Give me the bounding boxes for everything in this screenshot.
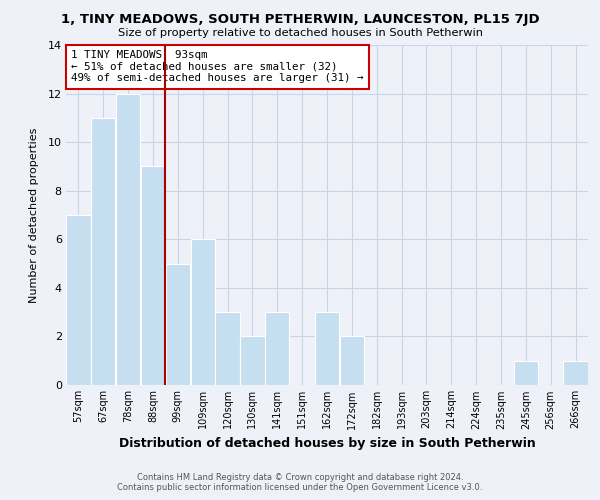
Text: 1 TINY MEADOWS: 93sqm
← 51% of detached houses are smaller (32)
49% of semi-deta: 1 TINY MEADOWS: 93sqm ← 51% of detached … <box>71 50 364 84</box>
Bar <box>340 336 364 385</box>
Bar <box>215 312 240 385</box>
Bar <box>116 94 140 385</box>
Bar <box>514 360 538 385</box>
Bar <box>66 215 91 385</box>
Text: Size of property relative to detached houses in South Petherwin: Size of property relative to detached ho… <box>118 28 482 38</box>
Bar <box>563 360 588 385</box>
Bar <box>141 166 165 385</box>
Bar <box>91 118 115 385</box>
Bar <box>265 312 289 385</box>
Text: Contains HM Land Registry data © Crown copyright and database right 2024.
Contai: Contains HM Land Registry data © Crown c… <box>118 473 482 492</box>
Y-axis label: Number of detached properties: Number of detached properties <box>29 128 40 302</box>
Text: 1, TINY MEADOWS, SOUTH PETHERWIN, LAUNCESTON, PL15 7JD: 1, TINY MEADOWS, SOUTH PETHERWIN, LAUNCE… <box>61 12 539 26</box>
X-axis label: Distribution of detached houses by size in South Petherwin: Distribution of detached houses by size … <box>119 437 535 450</box>
Bar <box>315 312 339 385</box>
Bar <box>191 240 215 385</box>
Bar <box>166 264 190 385</box>
Bar <box>240 336 265 385</box>
